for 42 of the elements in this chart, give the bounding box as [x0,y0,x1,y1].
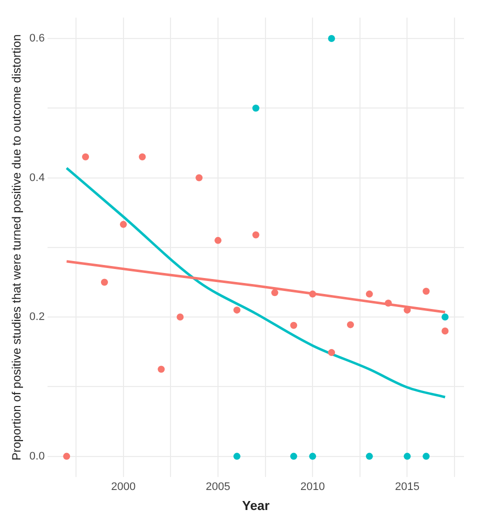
point [252,104,260,112]
point [328,349,336,356]
point [366,290,373,298]
point [63,452,70,460]
point [271,289,278,296]
point [404,306,411,314]
point [442,314,449,321]
point [176,314,184,321]
point [82,153,90,160]
y-axis-title: Proportion of positive studies that were turned positive due to outcome distortion [10,34,24,461]
y-tick-label: 0.0 [29,450,45,462]
point [309,452,316,460]
point [290,452,298,460]
point [422,452,430,460]
point [233,306,240,314]
point [366,452,373,460]
point [328,34,336,42]
y-tick-label: 0.2 [29,311,45,324]
x-tick-label: 2005 [206,480,230,493]
point [138,153,146,160]
y-tick-label: 0.4 [29,172,45,184]
point [384,300,392,307]
x-tick-label: 2000 [111,480,136,493]
point [120,220,127,228]
point [422,288,430,295]
line-series [65,166,446,398]
x-axis-title: Year [242,498,270,513]
point [346,321,354,328]
point [290,322,298,329]
point [196,174,203,182]
point [309,290,316,298]
point [233,452,240,460]
x-tick-label: 2015 [394,480,420,493]
point [404,452,411,460]
point [442,327,449,334]
y-tick-label: 0.6 [29,32,45,45]
point [214,236,222,244]
point [252,231,260,238]
point [100,278,108,286]
line-series [65,260,446,314]
point [158,366,165,373]
x-tick-label: 2010 [300,480,325,493]
